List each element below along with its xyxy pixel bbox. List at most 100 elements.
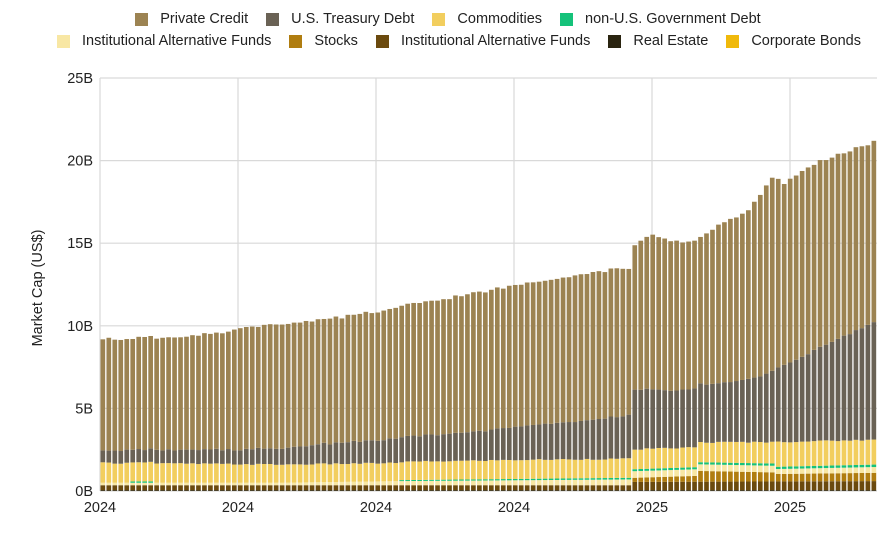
bar-stack [596, 271, 602, 491]
bar-segment-commodities [769, 441, 775, 464]
bar-segment-stocks [847, 473, 853, 482]
bar-segment-commodities [871, 439, 877, 465]
bar-segment-institutional-alternative-funds [781, 481, 787, 491]
bar-segment-real-estate [357, 490, 363, 491]
bar-segment-institutional-alternative-funds [734, 481, 739, 491]
bar-segment-institutional-alternative-funds [698, 481, 703, 491]
bar-segment-institutional-alternative-funds [686, 481, 691, 491]
bar-segment-u-s-treasury-debt [841, 335, 847, 441]
bar-segment-non-u-s-government-debt [560, 478, 566, 480]
bar-segment-non-u-s-government-debt [429, 479, 434, 481]
legend-swatch-stocks [289, 34, 303, 48]
bar-segment-commodities [560, 459, 566, 479]
bar-segment-u-s-treasury-debt [817, 346, 823, 441]
bar-segment-commodities [656, 447, 662, 469]
bar-segment-non-u-s-government-debt [626, 477, 632, 480]
bar-segment-institutional-alternative-funds [363, 485, 369, 491]
bar-segment-commodities [817, 440, 823, 466]
chart-legend: Private Credit U.S. Treasury Debt Commod… [0, 8, 896, 52]
legend-item-real-estate[interactable]: Real Estate [608, 33, 708, 49]
bar-segment-private-credit [208, 333, 213, 450]
bar-segment-real-estate [387, 490, 393, 491]
bar-segment-u-s-treasury-debt [494, 428, 500, 461]
bar-segment-commodities [500, 459, 506, 480]
bar-segment-non-u-s-government-debt [483, 479, 488, 481]
bar-segment-institutional-alternative-funds [566, 479, 572, 486]
legend-label: Commodities [457, 11, 543, 27]
bar-segment-non-u-s-government-debt [578, 478, 584, 480]
legend-item-commodities[interactable]: Commodities [432, 11, 542, 27]
bar-stack [698, 236, 703, 491]
bar-segment-u-s-treasury-debt [518, 426, 524, 461]
bar-stack [740, 213, 745, 491]
bar-segment-institutional-alternative-funds [596, 485, 602, 491]
bar-segment-non-u-s-government-debt [435, 479, 440, 481]
bar-segment-institutional-alternative-funds [459, 480, 464, 486]
bar-segment-private-credit [644, 236, 650, 389]
bar-segment-institutional-alternative-funds [614, 485, 620, 491]
bar-segment-u-s-treasury-debt [859, 328, 865, 441]
bar-segment-real-estate [620, 490, 626, 491]
bar-segment-institutional-alternative-funds [441, 485, 446, 491]
bar-segment-u-s-treasury-debt [644, 388, 650, 449]
bar-segment-commodities [859, 440, 865, 465]
bar-segment-commodities [865, 439, 871, 465]
bar-stack [196, 335, 201, 491]
bar-segment-real-estate [148, 490, 153, 491]
bar-segment-non-u-s-government-debt [512, 478, 518, 481]
bar-segment-non-u-s-government-debt [757, 463, 763, 466]
bar-segment-institutional-alternative-funds [345, 481, 351, 486]
bar-segment-institutional-alternative-funds [124, 482, 130, 486]
legend-item-institutional-alternative-funds-light[interactable]: Institutional Alternative Funds [57, 33, 271, 49]
bar-segment-institutional-alternative-funds [632, 471, 638, 478]
bar-stack [369, 313, 375, 491]
bar-segment-private-credit [722, 222, 727, 383]
legend-item-us-treasury-debt[interactable]: U.S. Treasury Debt [266, 11, 414, 27]
bar-stack [267, 324, 273, 491]
bar-segment-institutional-alternative-funds [716, 464, 721, 472]
bar-segment-real-estate [226, 490, 231, 491]
bar-segment-u-s-treasury-debt [781, 364, 787, 443]
bar-segment-private-credit [357, 313, 363, 442]
bar-segment-non-u-s-government-debt [793, 466, 799, 469]
legend-item-stocks[interactable]: Stocks [289, 33, 358, 49]
bar-segment-commodities [315, 463, 321, 483]
bar-segment-u-s-treasury-debt [243, 448, 249, 465]
bar-segment-institutional-alternative-funds [214, 482, 219, 486]
bar-segment-non-u-s-government-debt [596, 478, 602, 480]
bar-segment-institutional-alternative-funds [686, 469, 691, 477]
bar-segment-commodities [231, 464, 237, 483]
legend-item-private-credit[interactable]: Private Credit [135, 11, 248, 27]
bar-stack [560, 277, 566, 491]
bar-segment-institutional-alternative-funds [524, 485, 530, 491]
bar-segment-institutional-alternative-funds [512, 485, 518, 491]
bar-stack [626, 268, 632, 491]
legend-item-institutional-alternative-funds-dark[interactable]: Institutional Alternative Funds [375, 33, 590, 49]
legend-label: non-U.S. Government Debt [585, 11, 761, 27]
bar-segment-u-s-treasury-debt [345, 442, 351, 464]
bar-segment-commodities [279, 464, 285, 483]
bar-segment-commodities [423, 460, 428, 480]
bar-stack [202, 333, 207, 491]
bar-segment-real-estate [459, 490, 464, 491]
bar-segment-institutional-alternative-funds [841, 467, 847, 474]
bar-segment-institutional-alternative-funds [518, 480, 524, 486]
legend-item-non-us-government-debt[interactable]: non-U.S. Government Debt [560, 11, 761, 27]
bar-segment-commodities [435, 461, 440, 480]
bar-segment-stocks [781, 473, 787, 482]
bar-segment-institutional-alternative-funds [799, 481, 805, 491]
bar-stack [536, 281, 542, 491]
bar-segment-private-credit [608, 268, 614, 417]
bar-segment-commodities [417, 461, 422, 480]
bar-segment-commodities [483, 461, 488, 480]
bar-segment-institutional-alternative-funds [130, 485, 136, 491]
bar-stack [829, 157, 835, 491]
bar-segment-institutional-alternative-funds [656, 470, 662, 478]
legend-item-corporate-bonds[interactable]: Corporate Bonds [726, 33, 861, 49]
bar-segment-non-u-s-government-debt [399, 480, 405, 482]
bar-stack [321, 318, 327, 491]
x-tick-label: 2024 [498, 500, 530, 516]
bar-segment-commodities [489, 459, 494, 480]
bar-segment-institutional-alternative-funds [202, 485, 207, 491]
bar-segment-institutional-alternative-funds [554, 479, 560, 486]
